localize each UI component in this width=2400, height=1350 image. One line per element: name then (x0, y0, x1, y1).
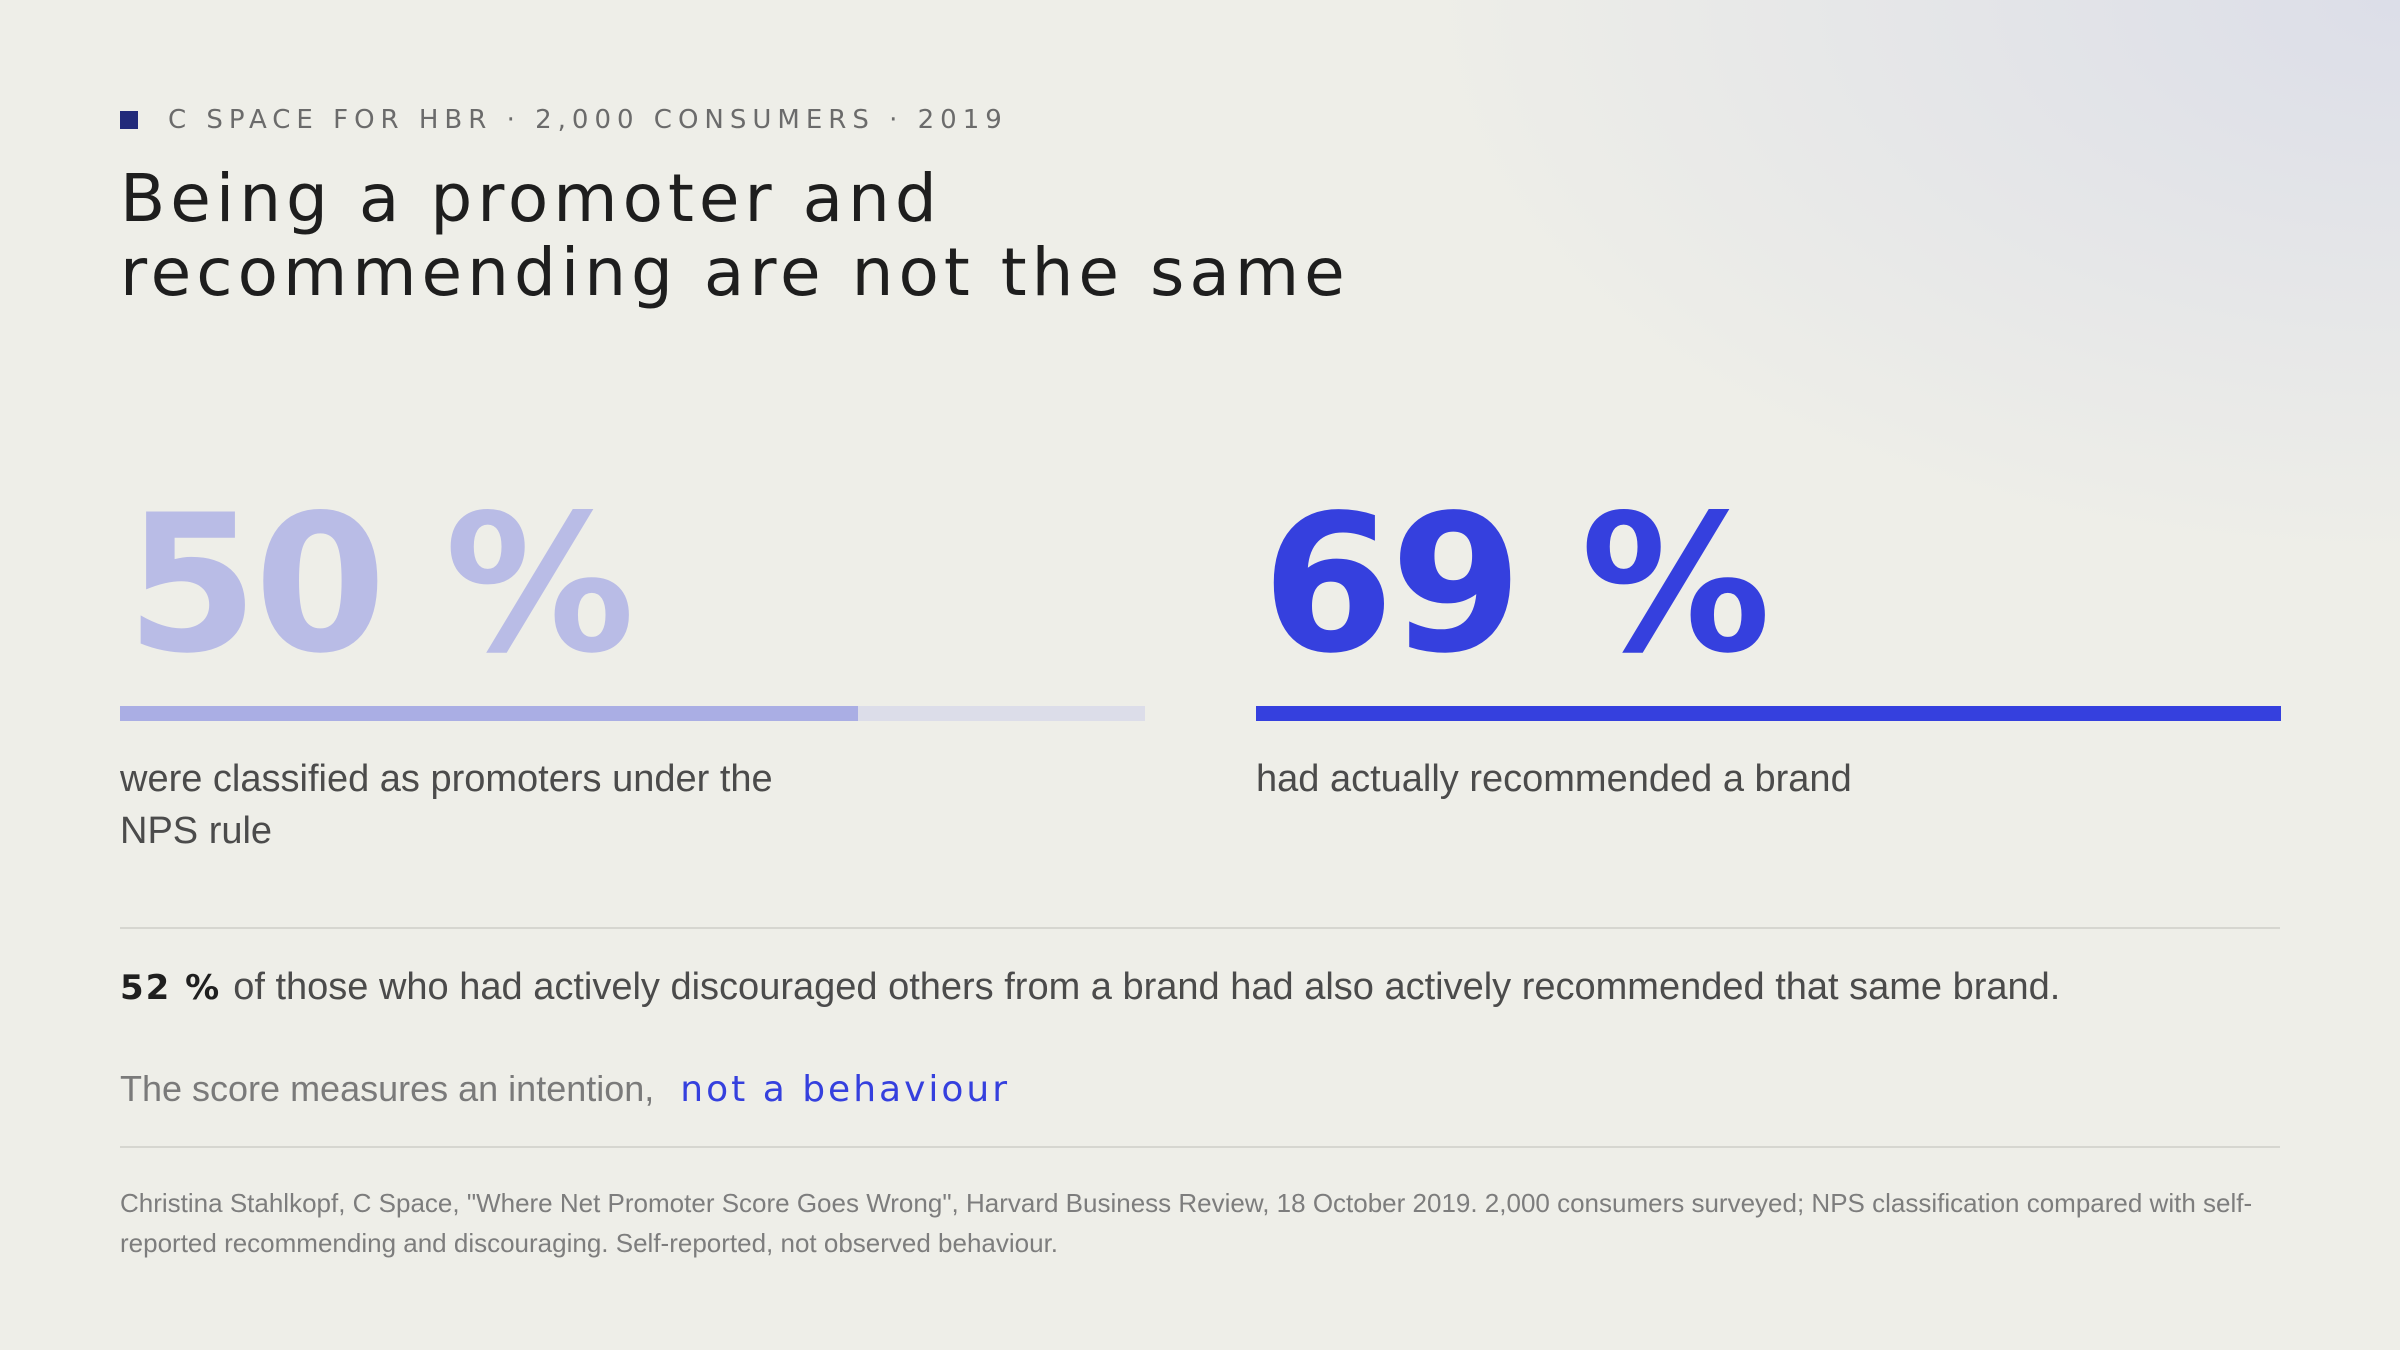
stat-recommended-bar-fill (1256, 706, 2281, 721)
stat-recommended-value: 69 % (1262, 474, 1771, 695)
page-title: Being a promoter and recommending are no… (120, 160, 1350, 311)
stat-promoters-caption: were classified as promoters under the N… (120, 758, 773, 852)
slide: C SPACE FOR HBR · 2,000 CONSUMERS · 2019… (120, 0, 2281, 1350)
takeaway: The score measures an intention, not a b… (120, 1068, 1010, 1110)
eyebrow-square-icon (120, 111, 138, 129)
divider (120, 927, 2280, 929)
stat-promoters-bar-fill (120, 706, 858, 721)
stat-promoters-bar-track (120, 706, 1145, 721)
finding-text: of those who had actively discouraged ot… (233, 966, 2061, 1008)
stat-promoters-value: 50 % (126, 474, 635, 695)
stat-recommended-bar-track (1256, 706, 2281, 721)
finding: 52 % of those who had actively discourage… (120, 962, 2060, 1013)
finding-figure: 52 % (120, 968, 222, 1008)
takeaway-lead: The score measures an intention, (120, 1068, 655, 1109)
stat-recommended-caption: had actually recommended a brand (1256, 758, 1852, 800)
stat-promoters: 50 % were classified as promoters under … (120, 474, 1145, 852)
eyebrow-text: C SPACE FOR HBR · 2,000 CONSUMERS · 2019 (168, 105, 1008, 135)
source-note: Christina Stahlkopf, C Space, "Where Net… (120, 1188, 2253, 1258)
divider (120, 1146, 2280, 1148)
stat-recommended: 69 % had actually recommended a brand (1256, 474, 2281, 800)
eyebrow: C SPACE FOR HBR · 2,000 CONSUMERS · 2019 (120, 105, 1008, 135)
takeaway-emphasis: not a behaviour (680, 1069, 1011, 1110)
